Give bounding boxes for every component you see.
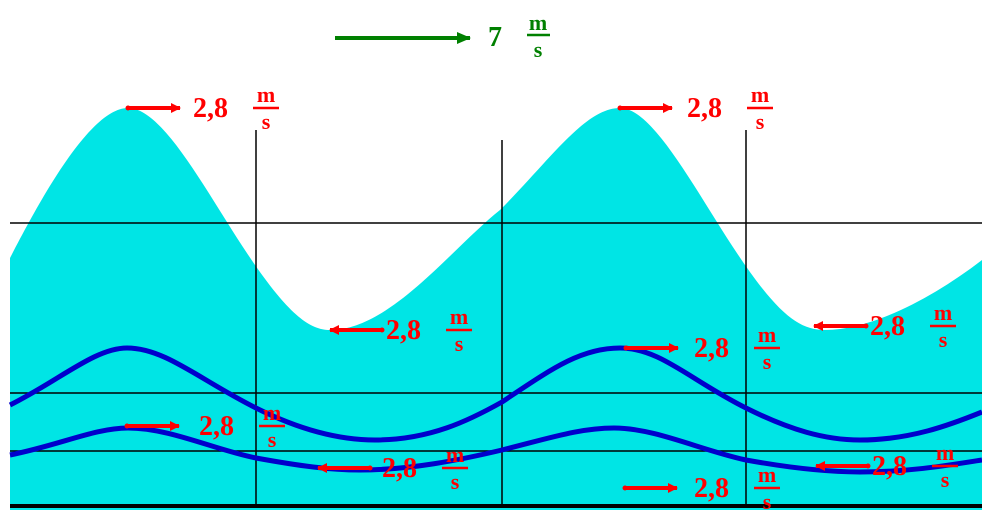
wave-speed-unit-numerator: m — [529, 10, 547, 35]
velocity-value: 2,8 — [687, 93, 722, 124]
velocity-value: 2,8 — [870, 311, 905, 342]
velocity-label: 2,8 ms — [617, 82, 773, 134]
velocity-unit-numerator: m — [751, 82, 769, 107]
velocity-unit-numerator: m — [446, 442, 464, 467]
velocity-unit-denominator: s — [939, 327, 948, 352]
velocity-label: 2,8 ms — [124, 400, 285, 452]
velocity-unit-denominator: s — [268, 427, 277, 452]
velocity-arrow-origin — [367, 465, 373, 471]
velocity-unit-denominator: s — [763, 349, 772, 374]
velocity-unit-numerator: m — [257, 82, 275, 107]
water-surface — [10, 108, 982, 510]
velocity-arrow-origin — [863, 323, 869, 329]
velocity-value: 2,8 — [694, 473, 729, 504]
velocity-unit-numerator: m — [450, 304, 468, 329]
velocity-unit-denominator: s — [455, 331, 464, 356]
velocity-arrow-origin — [623, 345, 629, 351]
velocity-label: 2,8 ms — [813, 300, 956, 352]
velocity-labels: 2,8 ms 2,8 ms2,8 ms2,8 ms2,8 ms2,8 ms2,8 ms 2,8 ms… — [124, 82, 958, 510]
velocity-arrow-origin — [124, 423, 130, 429]
velocity-value: 2,8 — [386, 315, 421, 346]
velocity-arrow-origin — [617, 105, 623, 111]
velocity-arrow-origin — [622, 485, 628, 491]
wave-speed-unit-denominator: s — [534, 37, 543, 62]
velocity-unit-numerator: m — [758, 322, 776, 347]
velocity-label: 2,8 ms — [622, 462, 780, 510]
velocity-unit-denominator: s — [763, 489, 772, 510]
velocity-label: 2,8 ms — [329, 304, 472, 356]
velocity-unit-denominator: s — [941, 467, 950, 492]
particle-path-lower — [9, 425, 982, 475]
velocity-unit-numerator: m — [936, 440, 954, 465]
velocity-label: 2,8 ms — [125, 82, 279, 134]
velocity-arrow-origin — [125, 105, 131, 111]
velocity-label: 2,8 ms — [815, 440, 958, 492]
velocity-arrow-origin — [379, 327, 385, 333]
grid-lines — [10, 130, 982, 505]
velocity-value: 2,8 — [199, 411, 234, 442]
velocity-unit-denominator: s — [262, 109, 271, 134]
velocity-unit-numerator: m — [263, 400, 281, 425]
velocity-label: 2,8 ms — [623, 322, 780, 374]
velocity-unit-denominator: s — [451, 469, 460, 494]
wave-speed-indicator: 7 m s — [335, 10, 550, 62]
wave-speed-value: 7 — [488, 22, 502, 53]
velocity-value: 2,8 — [193, 93, 228, 124]
velocity-value: 2,8 — [694, 333, 729, 364]
velocity-label: 2,8 ms — [317, 442, 468, 494]
velocity-value: 2,8 — [382, 453, 417, 484]
velocity-unit-numerator: m — [934, 300, 952, 325]
velocity-arrow-origin — [865, 463, 871, 469]
velocity-unit-numerator: m — [758, 462, 776, 487]
velocity-unit-denominator: s — [756, 109, 765, 134]
particle-path-upper — [8, 345, 982, 443]
velocity-value: 2,8 — [872, 451, 907, 482]
